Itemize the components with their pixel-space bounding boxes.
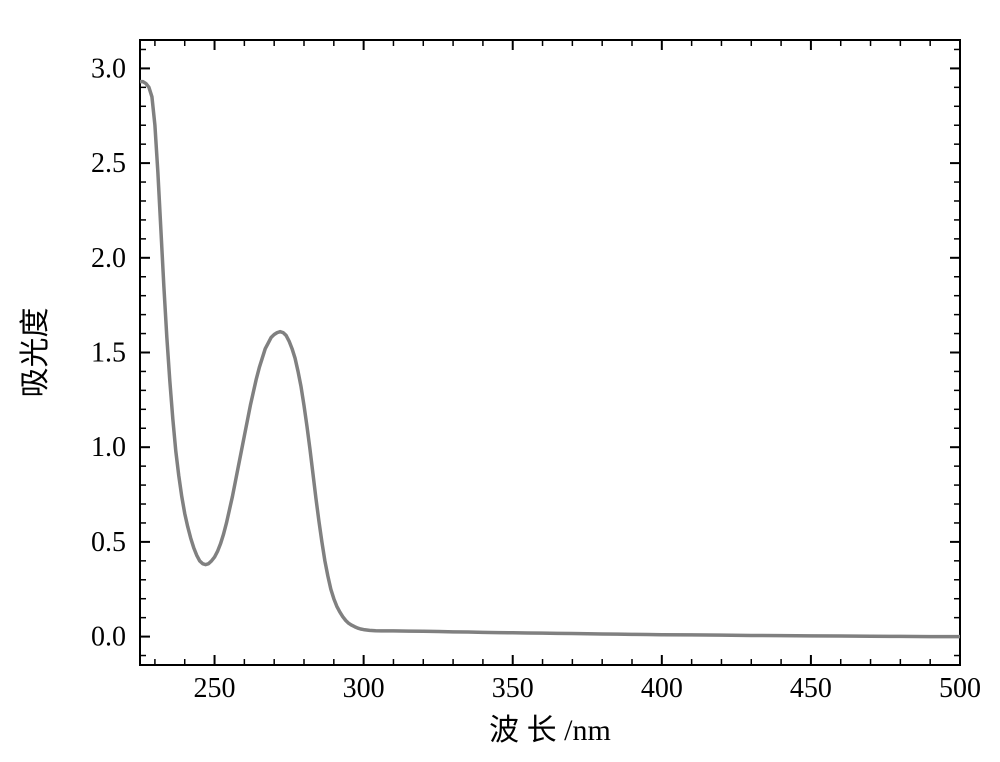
y-axis-label: 吸光度 bbox=[19, 308, 52, 398]
y-tick-label: 2.5 bbox=[91, 148, 126, 179]
y-tick-label: 0.0 bbox=[91, 622, 126, 653]
spectrum-line bbox=[140, 82, 960, 637]
x-axis-label: 波 长 /nm bbox=[489, 714, 611, 747]
y-tick-label: 0.5 bbox=[91, 527, 126, 558]
x-tick-label: 450 bbox=[790, 673, 832, 704]
x-tick-label: 400 bbox=[641, 673, 683, 704]
y-tick-label: 1.0 bbox=[91, 432, 126, 463]
x-tick-label: 250 bbox=[194, 673, 236, 704]
x-tick-label: 300 bbox=[343, 673, 385, 704]
y-tick-label: 2.0 bbox=[91, 243, 126, 274]
x-tick-label: 500 bbox=[939, 673, 981, 704]
y-tick-label: 3.0 bbox=[91, 53, 126, 84]
chart-svg: 250 300 350 400 450 500 0.0 0.5 1.0 1.5 2.0 2.5 3.0 波… bbox=[0, 0, 1000, 762]
spectrum-chart: 250 300 350 400 450 500 0.0 0.5 1.0 1.5 2.0 2.5 3.0 波… bbox=[0, 0, 1000, 762]
x-tick-label: 350 bbox=[492, 673, 534, 704]
y-tick-label: 1.5 bbox=[91, 338, 126, 369]
